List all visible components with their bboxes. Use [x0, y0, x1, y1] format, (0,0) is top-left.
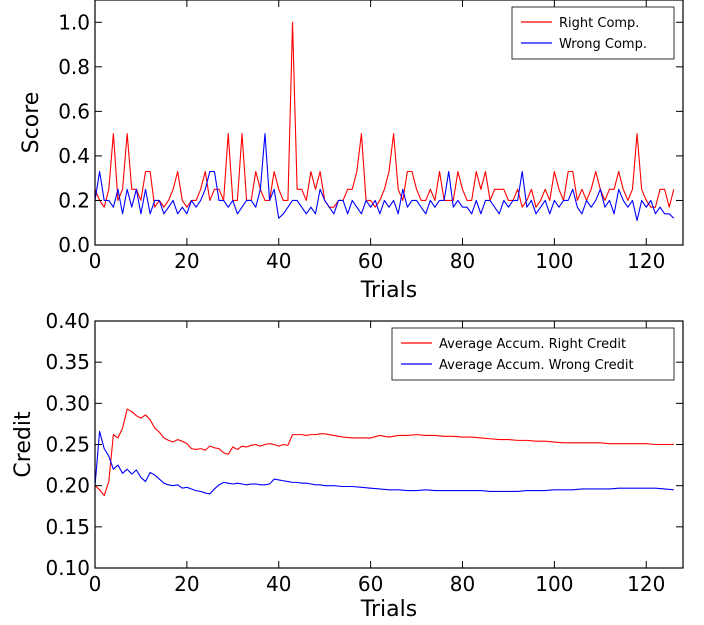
x-tick-label: 60	[358, 572, 383, 596]
series-line-right	[95, 408, 674, 497]
y-tick-label: 0.4	[58, 144, 90, 168]
x-tick-label: 0	[89, 249, 102, 273]
x-tick-label: 20	[174, 572, 199, 596]
y-tick-label: 0.30	[45, 391, 90, 415]
legend-label: Right Comp.	[559, 16, 639, 31]
y-tick-label: 0.0	[58, 233, 90, 257]
y-tick-label: 1.0	[58, 10, 90, 34]
x-tick-label: 20	[174, 249, 199, 273]
x-tick-label: 60	[358, 249, 383, 273]
y-tick-label: 0.2	[58, 188, 90, 212]
axes-frame	[94, 0, 684, 246]
plot-lines	[95, 21, 675, 222]
x-tick-label: 80	[450, 249, 475, 273]
y-axis-label: Score	[19, 92, 44, 154]
y-tick-label: 0.20	[45, 474, 90, 498]
y-tick-label: 0.10	[45, 556, 90, 580]
x-tick-label: 40	[266, 249, 291, 273]
x-tick-label: 100	[535, 249, 573, 273]
series-line-wrong	[95, 133, 675, 222]
y-tick-label: 0.35	[45, 350, 90, 374]
legend-label: Wrong Comp.	[559, 37, 647, 52]
x-tick-label: 100	[535, 572, 573, 596]
legend-label: Average Accum. Right Credit	[439, 337, 626, 352]
x-tick-label: 80	[450, 572, 475, 596]
y-tick-label: 0.15	[45, 515, 90, 539]
y-tick-label: 0.25	[45, 433, 90, 457]
y-tick-label: 0.40	[45, 309, 90, 333]
score-chart: 0 20 40 60 80 100 120 0.0 0.2 0.4 0.6 0.8 1.0 Trials S…	[19, 0, 684, 303]
x-tick-label: 0	[89, 572, 102, 596]
x-tick-label: 120	[627, 249, 665, 273]
legend: Right Comp. Wrong Comp.	[511, 6, 675, 60]
x-axis-label: Trials	[360, 278, 417, 303]
credit-chart: 0 20 40 60 80 100 120 0.10 0.15 0.20 0.25 0.30 0.35 0…	[11, 309, 684, 622]
legend-label: Average Accum. Wrong Credit	[439, 358, 634, 373]
x-tick-label: 120	[627, 572, 665, 596]
y-axis-label: Credit	[11, 411, 36, 478]
y-tick-label: 0.8	[58, 55, 90, 79]
x-tick-label: 40	[266, 572, 291, 596]
legend-box	[391, 327, 675, 381]
series-line-wrong	[95, 430, 674, 495]
legend-box	[511, 6, 675, 60]
legend: Average Accum. Right Credit Average Accum…	[391, 327, 675, 381]
x-axis-label: Trials	[360, 597, 417, 622]
y-tick-label: 0.6	[58, 99, 90, 123]
plot-lines	[95, 408, 674, 497]
